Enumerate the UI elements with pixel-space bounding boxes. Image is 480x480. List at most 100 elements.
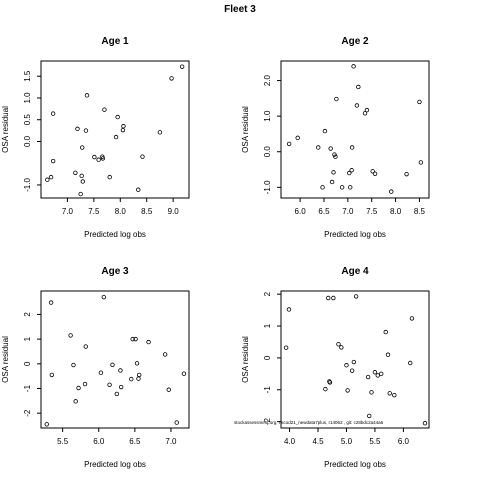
chart-title: Age 3 xyxy=(101,266,129,277)
data-point xyxy=(367,413,372,419)
data-point xyxy=(339,345,344,350)
data-point xyxy=(73,170,78,175)
data-point xyxy=(351,359,357,365)
y-tick-label: 2.0 xyxy=(263,74,272,86)
data-point xyxy=(118,368,123,373)
data-point xyxy=(326,295,331,301)
plot-frame xyxy=(40,60,190,199)
data-point xyxy=(162,352,168,357)
y-tick-label: 1 xyxy=(263,323,272,328)
data-point xyxy=(408,360,413,366)
data-point xyxy=(75,126,80,132)
data-point xyxy=(364,107,370,113)
data-point xyxy=(334,96,339,102)
data-point xyxy=(356,84,361,90)
y-tick-label: -1.0 xyxy=(263,180,272,194)
x-tick-label: 7.5 xyxy=(88,207,100,216)
data-point xyxy=(140,154,145,159)
y-tick-label: 0.5 xyxy=(23,114,32,126)
data-point xyxy=(136,372,142,378)
data-point xyxy=(146,339,151,345)
data-point xyxy=(48,300,54,305)
data-point xyxy=(79,173,84,179)
x-tick-label: 7.0 xyxy=(62,207,74,216)
data-point xyxy=(378,371,384,377)
data-point xyxy=(107,382,112,388)
chart-title: Age 4 xyxy=(341,266,369,277)
y-tick-label: 0.0 xyxy=(263,146,272,158)
data-point xyxy=(387,391,392,396)
data-point xyxy=(392,392,397,398)
x-tick-label: 8.5 xyxy=(141,207,153,216)
data-point xyxy=(331,295,336,301)
data-point xyxy=(83,344,88,349)
data-point xyxy=(169,76,174,81)
page-title: Fleet 3 xyxy=(224,4,256,15)
data-point xyxy=(320,185,325,190)
data-point xyxy=(404,171,409,177)
data-point xyxy=(181,371,187,376)
data-point xyxy=(121,124,126,129)
data-point xyxy=(100,156,106,161)
data-point xyxy=(385,352,391,357)
data-point xyxy=(418,160,424,165)
data-point xyxy=(316,145,321,150)
x-tick-label: 7.5 xyxy=(366,207,378,216)
data-point xyxy=(44,422,49,427)
y-tick-label: -2 xyxy=(23,409,32,417)
x-tick-label: 8.0 xyxy=(390,207,402,216)
x-tick-label: 6.0 xyxy=(295,207,307,216)
plot-frame xyxy=(280,60,430,199)
data-point xyxy=(328,146,333,151)
data-point xyxy=(333,154,338,159)
data-point xyxy=(92,154,97,160)
y-tick-label: 0 xyxy=(263,355,272,360)
data-point xyxy=(82,381,88,387)
data-point xyxy=(110,362,115,368)
x-axis-label: Predicted log obs xyxy=(84,230,146,239)
data-point xyxy=(370,169,375,174)
data-point xyxy=(286,141,292,147)
y-tick-label: 0 xyxy=(23,361,32,366)
data-point xyxy=(375,373,380,378)
x-tick-label: 5.5 xyxy=(57,437,69,446)
y-axis-label: OSA residual xyxy=(1,336,10,383)
data-point xyxy=(136,376,141,381)
data-point xyxy=(348,185,353,190)
data-point xyxy=(84,93,90,98)
data-point xyxy=(78,191,83,197)
y-tick-label: 2 xyxy=(23,312,32,317)
data-point xyxy=(83,128,89,133)
data-point xyxy=(323,386,328,392)
data-point xyxy=(369,390,374,395)
y-axis-label: OSA residual xyxy=(1,106,10,153)
data-point xyxy=(130,336,135,342)
data-point xyxy=(73,399,78,404)
data-point xyxy=(48,174,54,180)
y-tick-label: 1.0 xyxy=(263,110,272,122)
x-tick-label: 6.5 xyxy=(318,207,330,216)
chart-panel-2: Age 2 Predicted log obs OSA residual 6.0 6.5… xyxy=(241,36,430,239)
y-tick-label: -2 xyxy=(263,418,272,426)
data-point xyxy=(80,145,85,150)
data-point xyxy=(49,372,55,378)
chart-panel-4: Age 4 Predicted log obs OSA residual 4.0 4.5… xyxy=(241,266,430,469)
data-point xyxy=(157,130,163,135)
data-point xyxy=(286,307,292,312)
y-tick-label: -1.0 xyxy=(23,178,32,192)
data-point xyxy=(351,64,356,69)
plot-frame xyxy=(40,290,190,429)
data-point xyxy=(166,387,171,392)
chart-panel-1: Age 1 Predicted log obs OSA residual 7.0 7.5… xyxy=(1,36,190,239)
x-tick-label: 7.0 xyxy=(165,437,177,446)
data-point xyxy=(354,103,360,108)
data-point xyxy=(120,127,126,133)
data-point xyxy=(295,135,300,141)
data-point xyxy=(349,168,354,173)
y-axis-label: OSA residual xyxy=(241,106,250,153)
x-tick-label: 8.0 xyxy=(115,207,127,216)
data-point xyxy=(365,374,371,380)
data-point xyxy=(96,157,101,162)
data-point xyxy=(372,171,378,177)
